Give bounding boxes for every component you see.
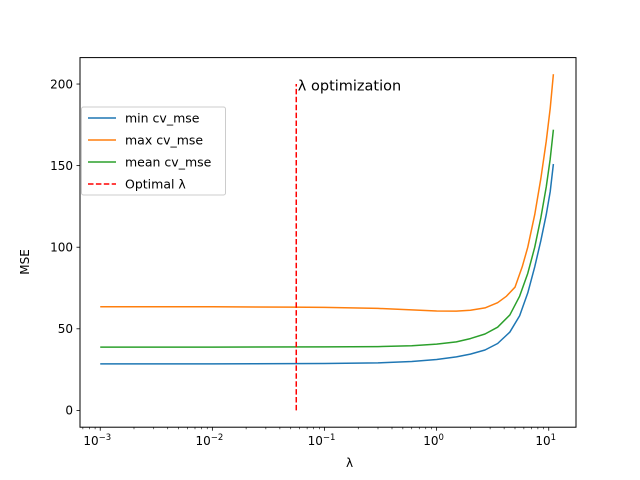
x-tick-label: 10−1 (308, 433, 336, 448)
x-tick-label: 10−3 (83, 433, 111, 448)
plot-frame (79, 57, 577, 428)
y-axis: 0 50 100 150 200 (50, 77, 80, 418)
series-line-0 (100, 163, 555, 365)
legend-box (81, 106, 226, 196)
y-tick-label: 100 (50, 241, 73, 255)
chart-title: λ optimization (298, 79, 401, 95)
y-tick-label: 0 (65, 404, 73, 418)
y-tick-label: 50 (58, 322, 73, 336)
x-tick-label: 10−2 (195, 433, 223, 448)
x-axis: 10−3 10−2 10−1 100 101 (82, 427, 556, 448)
y-tick-label: 200 (50, 77, 73, 91)
y-axis-label: MSE (18, 249, 32, 275)
series-line-2 (100, 129, 555, 348)
legend-label-1: max cv_mse (125, 133, 203, 148)
legend-label-2: mean cv_mse (125, 155, 212, 170)
x-axis-label: λ (346, 456, 353, 470)
x-tick-label: 101 (535, 433, 556, 448)
legend-label-3: Optimal λ (125, 177, 186, 192)
x-tick-label: 100 (423, 433, 444, 448)
legend-label-0: min cv_mse (125, 111, 200, 126)
series-line-1 (100, 74, 555, 312)
plot-lines (100, 74, 555, 411)
y-tick-label: 150 (50, 159, 73, 173)
